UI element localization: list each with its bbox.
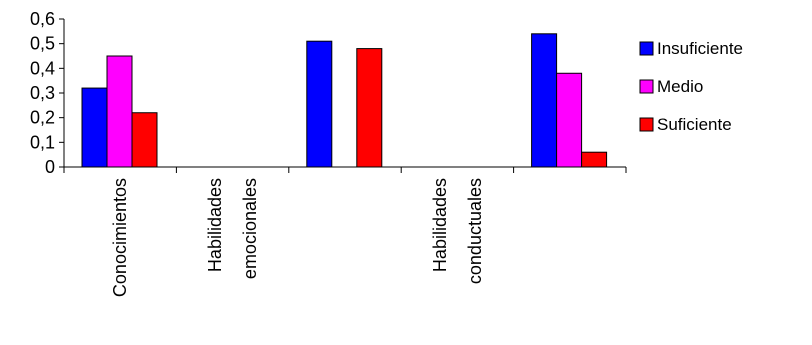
legend-label-medio: Medio <box>657 77 703 96</box>
legend-swatch-suficiente <box>639 117 654 132</box>
category-label-0-0: Conocimientos <box>110 178 130 297</box>
y-tick-label: 0,6 <box>30 9 55 29</box>
bar-suficiente-4 <box>581 151 608 168</box>
y-tick-label: 0,3 <box>30 83 55 103</box>
y-tick-label: 0,4 <box>30 58 55 78</box>
y-tick-label: 0,1 <box>30 132 55 152</box>
bar-medio-0 <box>106 55 133 168</box>
y-tick-label: 0,2 <box>30 108 55 128</box>
bar-suficiente-2 <box>356 48 383 168</box>
legend-label-insuficiente: Insuficiente <box>657 39 743 58</box>
bars-group <box>81 33 608 168</box>
category-label-1-1: emocionales <box>240 178 260 279</box>
y-tick-label: 0 <box>45 157 55 177</box>
legend-swatch-medio <box>639 79 654 94</box>
x-axis-category-labels: Conocimientos Habilidades emocionales Habil… <box>110 178 485 297</box>
legend-label-suficiente: Suficiente <box>657 115 732 134</box>
bar-insuficiente-2 <box>306 40 333 168</box>
category-label-1-0: Habilidades <box>205 178 225 272</box>
legend-swatch-insuficiente <box>639 41 654 56</box>
bar-suficiente-0 <box>131 112 158 168</box>
category-label-3-0: Habilidades <box>430 178 450 272</box>
bar-insuficiente-4 <box>531 33 558 168</box>
category-label-3-1: conductuales <box>465 178 485 284</box>
bar-insuficiente-0 <box>81 87 108 168</box>
y-axis-ticks: 0 0,1 0,2 0,3 0,4 0,5 0,6 <box>30 9 64 177</box>
bar-medio-4 <box>556 72 583 168</box>
y-tick-label: 0,5 <box>30 34 55 54</box>
legend: Insuficiente Medio Suficiente <box>639 39 743 134</box>
